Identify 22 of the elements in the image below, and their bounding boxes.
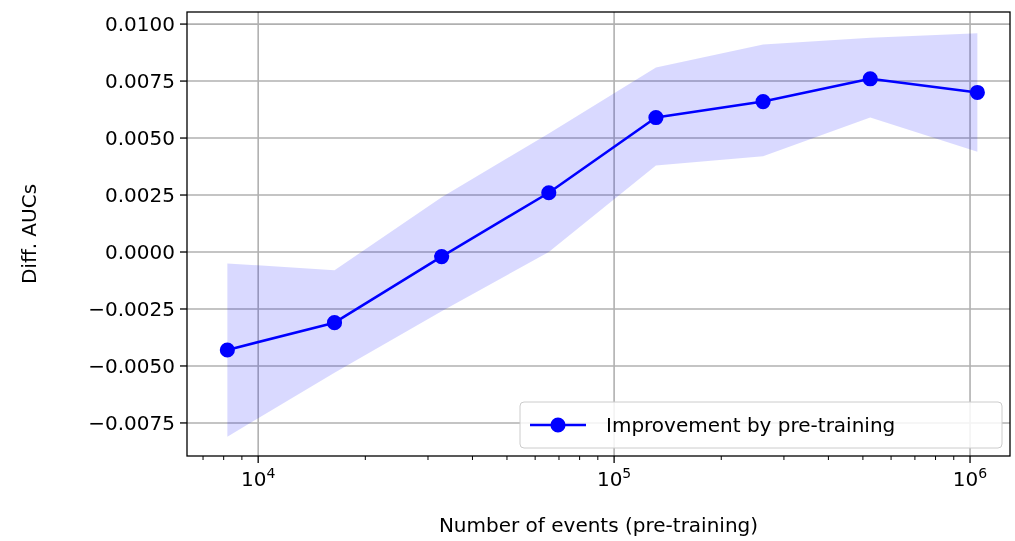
y-axis-title: Diff. AUCs <box>17 183 41 285</box>
y-tick-label: 0.0100 <box>105 12 175 37</box>
x-axis-title: Number of events (pre-training) <box>438 513 759 537</box>
point <box>969 84 985 101</box>
point <box>541 185 557 201</box>
point <box>862 71 878 87</box>
x-tick-label: 10$^{4}$ <box>240 465 276 491</box>
y-tick-label: −0.0025 <box>88 296 175 321</box>
x-tick-label: 10$^{6}$ <box>952 465 988 491</box>
x-tick-label: 10$^{5}$ <box>596 465 632 491</box>
y-tick-label: 0.0025 <box>105 183 175 208</box>
y-tick-label: −0.0075 <box>88 410 175 435</box>
y-tick-label: 0.0075 <box>105 69 175 94</box>
point <box>648 109 664 126</box>
point <box>326 315 343 331</box>
y-tick-label: 0.0000 <box>105 240 175 265</box>
point <box>434 249 450 265</box>
point <box>219 342 235 358</box>
point <box>755 94 771 110</box>
y-tick-label: 0.0050 <box>105 126 175 151</box>
y-tick-label: −0.0050 <box>88 353 175 378</box>
legend-label: Improvement by pre-training <box>606 413 896 437</box>
